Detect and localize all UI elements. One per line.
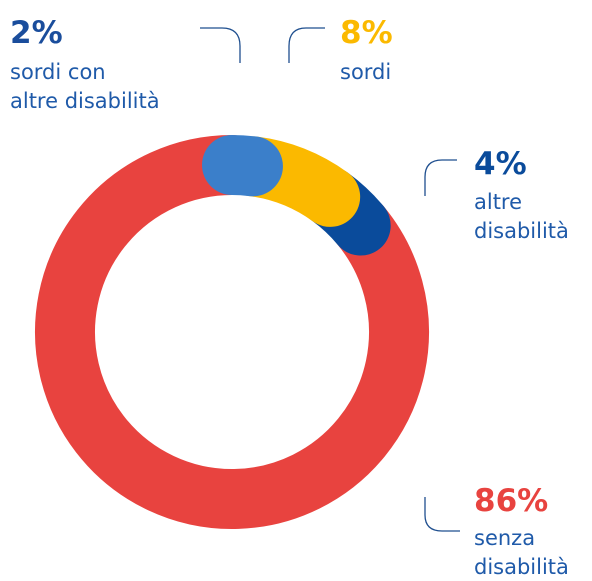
value-label: 86% — [474, 483, 549, 519]
value-label: 2% — [10, 15, 63, 51]
donut-segment — [35, 135, 429, 529]
category-label: altre disabilità — [474, 190, 569, 243]
connector — [424, 497, 460, 532]
connector — [424, 159, 457, 196]
category-label: senza disabilità — [474, 526, 569, 579]
connector — [288, 27, 325, 63]
category-label: sordi — [340, 60, 392, 84]
donut-segment — [202, 135, 283, 197]
value-label: 8% — [340, 15, 393, 51]
value-label: 4% — [474, 146, 527, 182]
category-label: sordi con altre disabilità — [10, 60, 160, 113]
connector — [200, 27, 241, 63]
